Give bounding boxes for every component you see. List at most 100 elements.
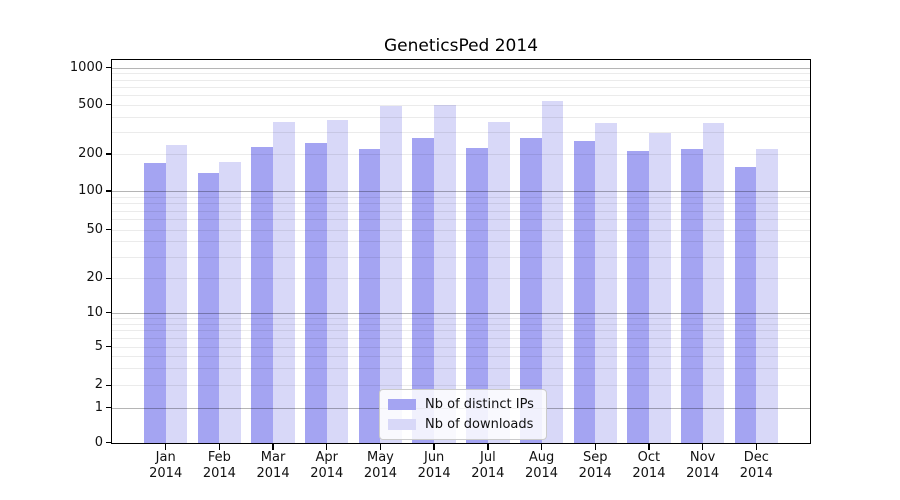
gridline-minor-90 [112,196,810,198]
x-tick-year: 2014 [417,466,451,481]
gridline-minor-6 [112,337,810,339]
gridline-minor-700 [112,86,810,88]
x-tick-year: 2014 [363,466,397,481]
x-tick-dec [755,444,757,450]
x-tick-month: May [367,450,394,465]
bar-nb-of-downloads-oct [648,133,671,443]
x-tick-month: Aug [528,450,555,465]
bar-nb-of-distinct-ips-jan [143,162,166,443]
x-tick-may [379,444,382,450]
y-tick-2 [106,384,112,386]
legend-label-distinct-ips: Nb of distinct IPs [425,397,534,412]
x-tick-year: 2014 [256,466,290,481]
x-tick-year: 2014 [471,466,505,481]
bar-nb-of-downloads-sep [595,122,617,443]
gridline-minor-5 [112,346,810,348]
bar-nb-of-distinct-ips-feb [197,172,220,443]
y-tick-label-100: 100 [78,183,103,198]
gridline-minor-30 [112,256,810,258]
x-tick-month: Sep [582,450,608,465]
x-tick-nov [701,444,704,450]
x-tick-year: 2014 [632,466,666,481]
x-tick-year: 2014 [149,466,183,481]
bar-nb-of-distinct-ips-aug [519,138,542,443]
x-tick-month: Mar [260,450,286,465]
gridline-minor-3 [112,368,810,370]
x-tick-label-feb: Feb 2014 [189,450,249,482]
y-tick-1 [106,407,112,409]
gridline-minor-900 [112,73,810,75]
x-tick-month: Jul [480,450,496,465]
x-tick-oct [648,444,650,450]
bar-nb-of-distinct-ips-nov [680,149,703,443]
legend-item-downloads: Nb of downloads [388,416,534,433]
y-tick-label-2: 2 [94,377,103,393]
x-tick-apr [326,444,328,450]
bar-nb-of-distinct-ips-jun [412,138,435,443]
legend: Nb of distinct IPs Nb of downloads [379,389,547,440]
bar-nb-of-downloads-aug [541,100,564,443]
bar-nb-of-downloads-mar [273,122,295,443]
x-tick-month: Feb [207,450,231,465]
x-tick-label-jul: Jul 2014 [458,450,518,482]
gridline-minor-8 [112,323,810,325]
gridline-major-10 [112,312,810,314]
x-tick-year: 2014 [310,466,344,481]
gridline-minor-80 [112,203,810,205]
gridline-minor-400 [112,116,810,118]
x-tick-month: Apr [315,450,339,465]
x-tick-feb [218,444,221,450]
legend-item-distinct-ips: Nb of distinct IPs [388,396,534,413]
y-tick-label-5: 5 [94,338,103,354]
bar-nb-of-downloads-feb [219,161,242,443]
gridline-minor-200 [112,153,810,155]
x-tick-jul [487,444,489,450]
bar-nb-of-distinct-ips-may [358,149,381,443]
gridline-minor-500 [112,104,810,106]
x-tick-month: Dec [743,450,769,465]
gridline-minor-40 [112,241,810,243]
x-tick-jan [164,444,167,450]
x-tick-mar [272,444,274,450]
legend-label-downloads: Nb of downloads [425,417,534,432]
bar-nb-of-distinct-ips-dec [734,167,757,443]
x-tick-year: 2014 [578,466,612,481]
x-tick-jun [433,444,435,450]
x-tick-label-nov: Nov 2014 [673,450,733,482]
bar-nb-of-distinct-ips-jul [466,148,488,443]
y-tick-label-10: 10 [86,304,103,320]
x-tick-month: Jan [155,450,176,465]
x-tick-label-sep: Sep 2014 [565,450,625,482]
y-tick-label-200: 200 [78,145,103,161]
y-tick-0 [106,442,112,444]
gridline-minor-20 [112,278,810,280]
gridline-minor-800 [112,79,810,81]
y-tick-100 [106,190,112,192]
legend-swatch-downloads [388,419,416,430]
legend-swatch-distinct-ips [388,399,416,410]
x-tick-year: 2014 [524,466,559,481]
y-tick-label-50: 50 [86,221,103,237]
y-tick-500 [106,104,112,106]
y-tick-5 [106,346,112,348]
x-tick-aug [540,444,543,450]
x-tick-year: 2014 [202,466,236,481]
x-tick-year: 2014 [739,466,773,481]
y-tick-20 [106,277,112,280]
gridline-minor-2 [112,385,810,387]
bar-nb-of-downloads-jun [434,105,456,443]
x-tick-label-may: May 2014 [350,450,410,482]
x-tick-label-mar: Mar 2014 [243,450,303,482]
bar-nb-of-distinct-ips-sep [573,140,596,443]
y-tick-label-500: 500 [78,96,103,112]
bar-nb-of-distinct-ips-oct [627,151,649,443]
gridline-minor-300 [112,132,810,134]
gridline-minor-9 [112,317,810,319]
y-tick-label-0: 0 [94,434,103,450]
x-tick-month: Nov [689,450,716,465]
gridline-minor-7 [112,330,810,332]
chart-title: GeneticsPed 2014 [383,36,539,56]
gridline-minor-4 [112,356,810,358]
y-tick-label-1: 1 [94,399,103,415]
